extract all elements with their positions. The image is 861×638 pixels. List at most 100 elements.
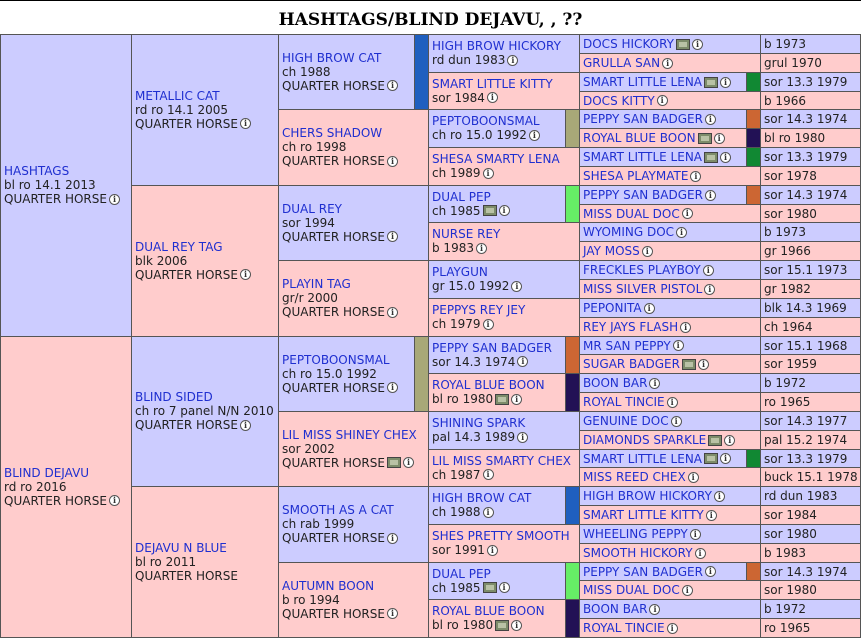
info-icon[interactable]: i bbox=[386, 306, 398, 318]
info-icon[interactable]: i bbox=[386, 382, 398, 393]
info-icon[interactable]: i bbox=[662, 57, 674, 69]
horse-name-link[interactable]: MISS DUAL DOC bbox=[583, 583, 680, 597]
horse-name-link[interactable]: NURSE REY bbox=[432, 227, 501, 241]
horse-name-link[interactable]: SHESA PLAYMATE bbox=[583, 169, 689, 183]
info-icon[interactable]: i bbox=[386, 608, 398, 619]
horse-name-link[interactable]: ROYAL BLUE BOON bbox=[432, 378, 545, 392]
horse-name-link[interactable]: CHERS SHADOW bbox=[282, 126, 383, 140]
info-icon[interactable]: i bbox=[386, 80, 398, 91]
info-icon[interactable]: i bbox=[643, 302, 655, 314]
photo-icon[interactable] bbox=[704, 151, 718, 163]
photo-icon[interactable] bbox=[495, 619, 510, 631]
info-icon[interactable]: i bbox=[649, 603, 661, 615]
horse-name-link[interactable]: MR SAN PEPPY bbox=[583, 338, 671, 353]
horse-name-link[interactable]: WYOMING DOC bbox=[583, 225, 675, 239]
info-icon[interactable]: i bbox=[694, 547, 706, 559]
horse-name-link[interactable]: SUGAR BADGER bbox=[583, 357, 680, 371]
horse-name-link[interactable]: ROYAL BLUE BOON bbox=[583, 131, 696, 145]
photo-icon[interactable] bbox=[704, 76, 718, 88]
horse-name-link[interactable]: PEPPY SAN BADGER bbox=[583, 112, 703, 126]
horse-name-link[interactable]: SMART LITTLE KITTY bbox=[432, 76, 553, 91]
horse-name-link[interactable]: SMART LITTLE LENA bbox=[583, 451, 702, 466]
info-icon[interactable]: i bbox=[704, 283, 716, 295]
info-icon[interactable]: i bbox=[482, 469, 494, 480]
info-icon[interactable]: i bbox=[239, 118, 251, 129]
info-icon[interactable]: i bbox=[482, 506, 494, 518]
info-icon[interactable]: i bbox=[108, 193, 120, 205]
info-icon[interactable]: i bbox=[511, 619, 523, 631]
horse-name-link[interactable]: SMOOTH HICKORY bbox=[583, 546, 693, 560]
photo-icon[interactable] bbox=[681, 358, 696, 370]
info-icon[interactable]: i bbox=[498, 582, 510, 593]
horse-name-link[interactable]: DEJAVU N BLUE bbox=[135, 540, 227, 555]
info-icon[interactable]: i bbox=[498, 205, 510, 216]
photo-icon[interactable] bbox=[676, 38, 690, 50]
info-icon[interactable]: i bbox=[704, 566, 716, 577]
info-icon[interactable]: i bbox=[713, 132, 725, 144]
horse-name-link[interactable]: SMART LITTLE LENA bbox=[583, 75, 702, 89]
info-icon[interactable]: i bbox=[689, 528, 701, 540]
info-icon[interactable]: i bbox=[239, 419, 251, 431]
horse-name-link[interactable]: GRULLA SAN bbox=[583, 56, 661, 70]
horse-name-link[interactable]: REY JAYS FLASH bbox=[583, 320, 679, 334]
horse-name-link[interactable]: DIAMONDS SPARKLE bbox=[583, 433, 707, 447]
info-icon[interactable]: i bbox=[692, 38, 703, 50]
horse-name-link[interactable]: BLIND SIDED bbox=[135, 390, 213, 404]
info-icon[interactable]: i bbox=[386, 155, 398, 167]
info-icon[interactable]: i bbox=[672, 340, 684, 351]
info-icon[interactable]: i bbox=[517, 431, 529, 443]
info-icon[interactable]: i bbox=[720, 453, 731, 464]
horse-name-link[interactable]: PEPPYS REY JEY bbox=[432, 303, 526, 317]
horse-name-link[interactable]: HIGH BROW HICKORY bbox=[432, 39, 561, 53]
info-icon[interactable]: i bbox=[713, 490, 725, 502]
info-icon[interactable]: i bbox=[656, 95, 668, 106]
horse-name-link[interactable]: PEPPY SAN BADGER bbox=[583, 564, 703, 579]
info-icon[interactable]: i bbox=[386, 532, 398, 544]
horse-name-link[interactable]: SHINING SPARK bbox=[432, 416, 526, 430]
info-icon[interactable]: i bbox=[676, 226, 688, 238]
horse-name-link[interactable]: MISS DUAL DOC bbox=[583, 206, 680, 221]
info-icon[interactable]: i bbox=[482, 318, 494, 330]
horse-name-link[interactable]: DUAL REY TAG bbox=[135, 239, 223, 254]
info-icon[interactable]: i bbox=[649, 377, 661, 389]
horse-name-link[interactable]: METALLIC CAT bbox=[135, 88, 220, 103]
horse-name-link[interactable]: PLAYIN TAG bbox=[282, 277, 351, 291]
horse-name-link[interactable]: MISS SILVER PISTOL bbox=[583, 282, 703, 296]
info-icon[interactable]: i bbox=[720, 151, 731, 163]
info-icon[interactable]: i bbox=[720, 76, 731, 88]
info-icon[interactable]: i bbox=[724, 434, 736, 446]
horse-name-link[interactable]: BLIND DEJAVU bbox=[4, 465, 90, 480]
horse-name-link[interactable]: PEPTOBOONSMAL bbox=[432, 114, 540, 128]
horse-name-link[interactable]: HIGH BROW HICKORY bbox=[583, 489, 712, 503]
horse-name-link[interactable]: DOCS HICKORY bbox=[583, 37, 674, 51]
photo-icon[interactable] bbox=[708, 434, 723, 446]
info-icon[interactable]: i bbox=[511, 280, 523, 292]
horse-name-link[interactable]: HIGH BROW CAT bbox=[432, 491, 532, 505]
horse-name-link[interactable]: LIL MISS SHINEY CHEX bbox=[282, 427, 417, 442]
horse-name-link[interactable]: PEPONITA bbox=[583, 301, 642, 315]
horse-name-link[interactable]: PLAYGUN bbox=[432, 265, 488, 279]
info-icon[interactable]: i bbox=[680, 321, 692, 333]
info-icon[interactable]: i bbox=[486, 544, 498, 556]
horse-name-link[interactable]: SMART LITTLE LENA bbox=[583, 150, 702, 164]
info-icon[interactable]: i bbox=[704, 189, 716, 201]
horse-name-link[interactable]: PEPTOBOONSMAL bbox=[282, 352, 390, 367]
horse-name-link[interactable]: DUAL REY bbox=[282, 201, 342, 216]
horse-name-link[interactable]: ROYAL BLUE BOON bbox=[432, 604, 545, 618]
photo-icon[interactable] bbox=[482, 205, 497, 216]
info-icon[interactable]: i bbox=[239, 269, 251, 280]
info-icon[interactable]: i bbox=[517, 356, 529, 367]
info-icon[interactable]: i bbox=[386, 231, 398, 242]
info-icon[interactable]: i bbox=[511, 393, 523, 405]
info-icon[interactable]: i bbox=[705, 509, 717, 521]
info-icon[interactable]: i bbox=[528, 129, 540, 141]
info-icon[interactable]: i bbox=[402, 457, 414, 468]
info-icon[interactable]: i bbox=[681, 208, 693, 219]
horse-name-link[interactable]: GENUINE DOC bbox=[583, 414, 669, 428]
info-icon[interactable]: i bbox=[666, 622, 678, 634]
info-icon[interactable]: i bbox=[507, 54, 519, 66]
horse-name-link[interactable]: PEPPY SAN BADGER bbox=[432, 340, 552, 355]
horse-name-link[interactable]: HIGH BROW CAT bbox=[282, 50, 382, 65]
info-icon[interactable]: i bbox=[641, 245, 653, 257]
photo-icon[interactable] bbox=[495, 393, 510, 405]
